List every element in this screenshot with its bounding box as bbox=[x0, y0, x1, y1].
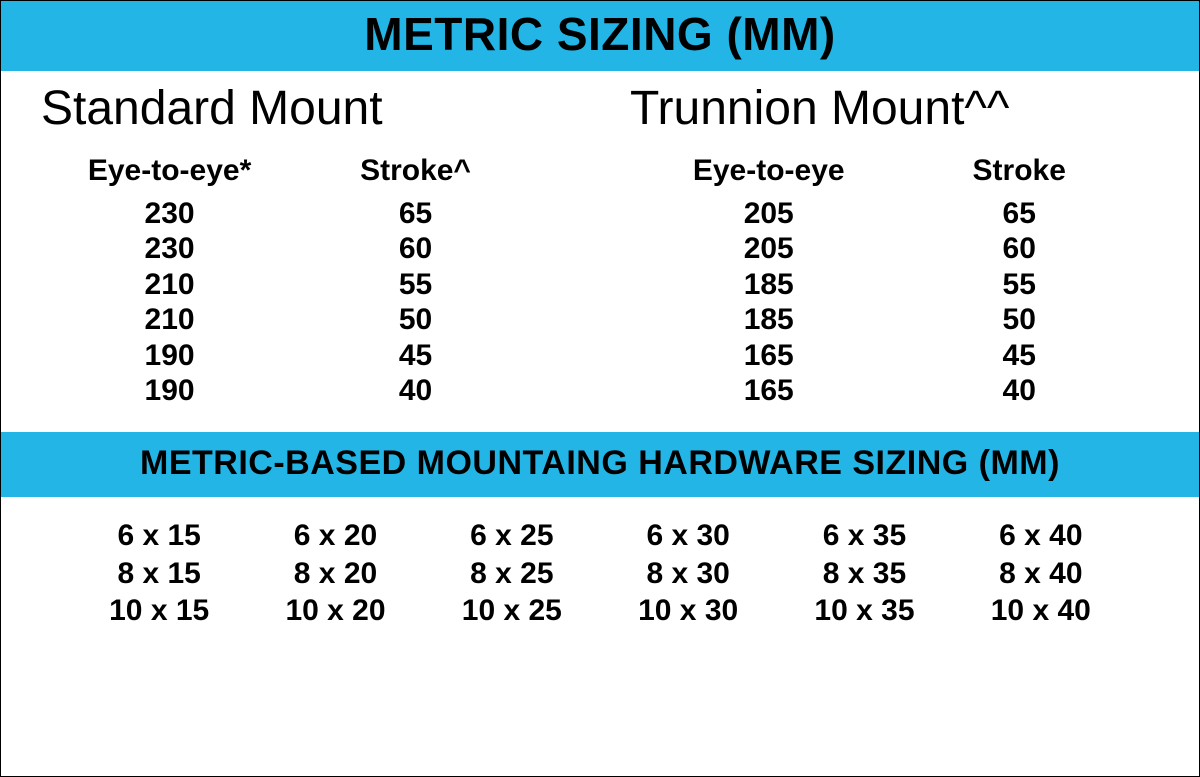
hardware-column: 6 x 35 8 x 35 10 x 35 bbox=[776, 517, 952, 630]
hardware-column: 6 x 30 8 x 30 10 x 30 bbox=[600, 517, 776, 630]
sizing-tables: Standard Mount Eye-to-eye* 230 230 210 2… bbox=[1, 71, 1199, 432]
hardware-column: 6 x 40 8 x 40 10 x 40 bbox=[953, 517, 1129, 630]
table-cell: 205 bbox=[744, 231, 794, 266]
table-cell: 6 x 25 bbox=[470, 517, 553, 555]
standard-stroke-header: Stroke^ bbox=[360, 154, 471, 188]
table-cell: 10 x 20 bbox=[285, 592, 385, 630]
table-cell: 6 x 20 bbox=[294, 517, 377, 555]
table-cell: 10 x 30 bbox=[638, 592, 738, 630]
hardware-column: 6 x 20 8 x 20 10 x 20 bbox=[247, 517, 423, 630]
table-cell: 8 x 35 bbox=[823, 555, 906, 593]
main-title-banner: METRIC SIZING (MM) bbox=[1, 1, 1199, 71]
table-cell: 65 bbox=[399, 196, 432, 231]
standard-mount-title: Standard Mount bbox=[41, 81, 600, 136]
table-cell: 55 bbox=[1003, 267, 1036, 302]
table-cell: 40 bbox=[399, 373, 432, 408]
table-cell: 165 bbox=[744, 338, 794, 373]
standard-stroke-column: Stroke^ 65 60 55 50 45 40 bbox=[298, 154, 533, 408]
table-cell: 8 x 30 bbox=[646, 555, 729, 593]
table-cell: 165 bbox=[744, 373, 794, 408]
table-cell: 190 bbox=[145, 373, 195, 408]
table-cell: 10 x 25 bbox=[462, 592, 562, 630]
table-cell: 55 bbox=[399, 267, 432, 302]
table-cell: 65 bbox=[1003, 196, 1036, 231]
table-cell: 45 bbox=[399, 338, 432, 373]
table-cell: 210 bbox=[145, 267, 195, 302]
trunnion-mount-title: Trunnion Mount^^ bbox=[600, 81, 1159, 136]
hardware-column: 6 x 15 8 x 15 10 x 15 bbox=[71, 517, 247, 630]
table-cell: 50 bbox=[1003, 302, 1036, 337]
table-cell: 185 bbox=[744, 267, 794, 302]
trunnion-eye-column: Eye-to-eye 205 205 185 185 165 165 bbox=[600, 154, 907, 408]
table-cell: 185 bbox=[744, 302, 794, 337]
table-cell: 45 bbox=[1003, 338, 1036, 373]
table-cell: 10 x 35 bbox=[814, 592, 914, 630]
hardware-table: 6 x 15 8 x 15 10 x 15 6 x 20 8 x 20 10 x… bbox=[1, 497, 1199, 630]
table-cell: 10 x 15 bbox=[109, 592, 209, 630]
table-cell: 40 bbox=[1003, 373, 1036, 408]
table-cell: 210 bbox=[145, 302, 195, 337]
table-cell: 10 x 40 bbox=[991, 592, 1091, 630]
trunnion-mount-column: Trunnion Mount^^ Eye-to-eye 205 205 185 … bbox=[600, 81, 1159, 408]
table-cell: 230 bbox=[145, 196, 195, 231]
table-cell: 6 x 35 bbox=[823, 517, 906, 555]
table-cell: 8 x 25 bbox=[470, 555, 553, 593]
table-cell: 8 x 40 bbox=[999, 555, 1082, 593]
table-cell: 60 bbox=[1003, 231, 1036, 266]
table-cell: 6 x 30 bbox=[646, 517, 729, 555]
table-cell: 8 x 20 bbox=[294, 555, 377, 593]
table-cell: 230 bbox=[145, 231, 195, 266]
hardware-title-banner: METRIC-BASED MOUNTAING HARDWARE SIZING (… bbox=[1, 432, 1199, 497]
table-cell: 205 bbox=[744, 196, 794, 231]
table-cell: 60 bbox=[399, 231, 432, 266]
trunnion-stroke-header: Stroke bbox=[973, 154, 1066, 188]
table-cell: 6 x 15 bbox=[117, 517, 200, 555]
table-cell: 190 bbox=[145, 338, 195, 373]
table-cell: 6 x 40 bbox=[999, 517, 1082, 555]
hardware-column: 6 x 25 8 x 25 10 x 25 bbox=[424, 517, 600, 630]
table-cell: 8 x 15 bbox=[117, 555, 200, 593]
table-cell: 50 bbox=[399, 302, 432, 337]
trunnion-eye-header: Eye-to-eye bbox=[693, 154, 845, 188]
trunnion-stroke-column: Stroke 65 60 55 50 45 40 bbox=[907, 154, 1131, 408]
standard-eye-header: Eye-to-eye* bbox=[88, 154, 251, 188]
standard-eye-column: Eye-to-eye* 230 230 210 210 190 190 bbox=[41, 154, 298, 408]
standard-mount-column: Standard Mount Eye-to-eye* 230 230 210 2… bbox=[41, 81, 600, 408]
